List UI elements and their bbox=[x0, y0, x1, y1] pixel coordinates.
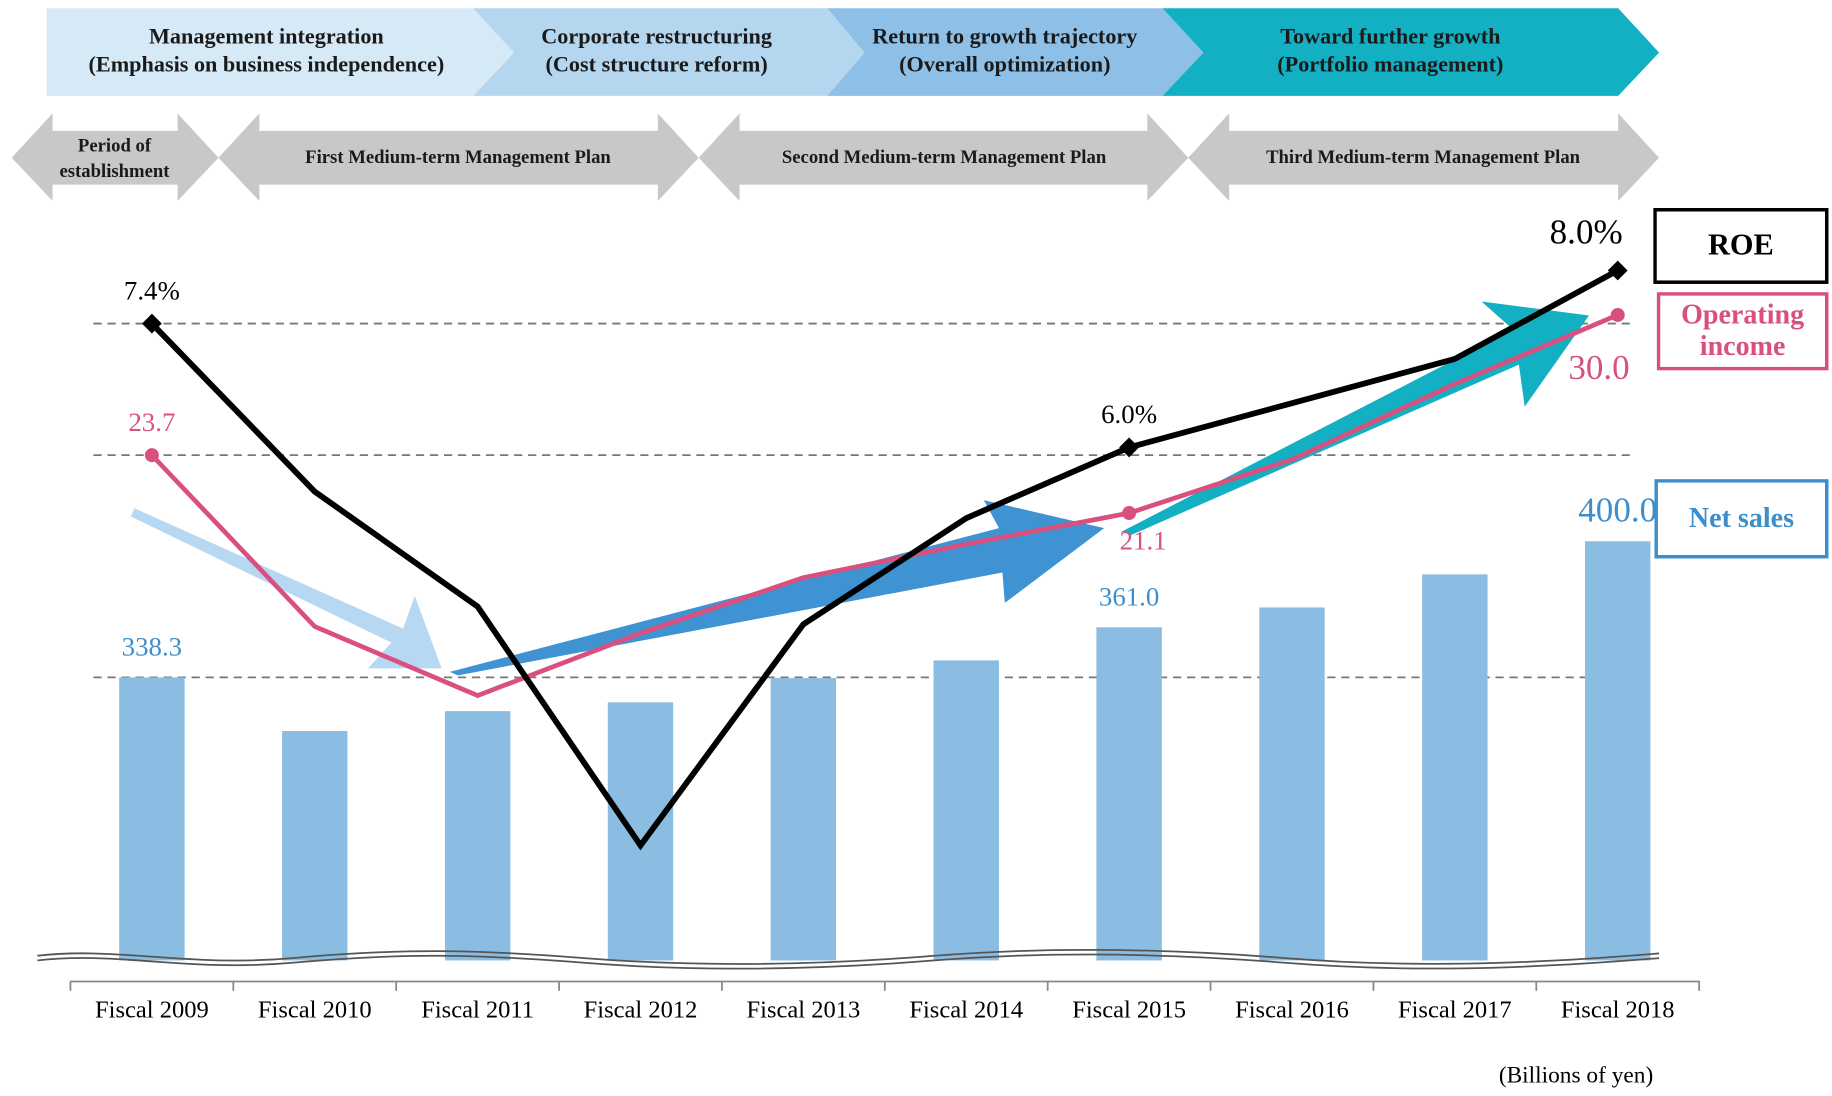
phase-banner bbox=[827, 8, 1204, 96]
data-label: 338.3 bbox=[122, 632, 182, 662]
legend-item: ROE bbox=[1653, 208, 1829, 284]
marker bbox=[1610, 307, 1625, 322]
trend-arrows bbox=[130, 301, 1589, 676]
bars bbox=[119, 541, 1651, 961]
data-label: 7.4% bbox=[124, 275, 180, 305]
trend-arrow bbox=[130, 508, 442, 669]
data-label: 30.0 bbox=[1568, 348, 1629, 387]
plan-arrow bbox=[1188, 113, 1660, 201]
x-tick-label: Fiscal 2014 bbox=[909, 996, 1023, 1023]
phase-banner bbox=[46, 8, 515, 96]
legend-label: Operating income bbox=[1656, 292, 1829, 371]
labels: 338.3 361.0 400.0 23.7 21.1 30.0 7.4% 6.0% 8.0% bbox=[122, 212, 1657, 661]
x-tick-label: Fiscal 2017 bbox=[1398, 996, 1512, 1023]
bar bbox=[933, 660, 999, 961]
x-tick-label: Fiscal 2016 bbox=[1235, 996, 1349, 1023]
plan-arrow bbox=[218, 113, 699, 201]
plan-arrow bbox=[698, 113, 1189, 201]
legend-label: Net sales bbox=[1654, 479, 1829, 559]
data-label: 21.1 bbox=[1120, 526, 1167, 556]
bar bbox=[770, 678, 837, 961]
x-tick-label: Fiscal 2012 bbox=[584, 996, 698, 1023]
plan-label: establishment bbox=[59, 161, 170, 182]
x-tick-label: Fiscal 2011 bbox=[421, 996, 534, 1023]
lines bbox=[141, 260, 1628, 851]
legend-label: ROE bbox=[1653, 208, 1829, 284]
bar bbox=[1422, 574, 1488, 961]
legend-item: Operating income bbox=[1656, 292, 1829, 371]
x-tick-label: Fiscal 2010 bbox=[258, 996, 372, 1023]
marker bbox=[144, 448, 159, 463]
axis-break bbox=[37, 948, 1660, 970]
bar bbox=[1585, 541, 1651, 961]
legend-item: Net sales bbox=[1654, 479, 1829, 559]
plan-label: Period of bbox=[78, 136, 152, 157]
phase-banners bbox=[46, 8, 1660, 96]
phase-banner bbox=[1162, 8, 1660, 96]
line bbox=[150, 312, 1619, 699]
x-tick-label: Fiscal 2015 bbox=[1072, 996, 1186, 1023]
x-tick-label: Fiscal 2013 bbox=[747, 996, 861, 1023]
x-tick-label: Fiscal 2009 bbox=[95, 996, 209, 1023]
line bbox=[149, 267, 1620, 851]
marker bbox=[1119, 437, 1140, 458]
phase-label: (Emphasis on business independence) bbox=[89, 52, 445, 77]
data-label: 400.0 bbox=[1578, 490, 1657, 529]
bar bbox=[444, 711, 511, 961]
plan-label: Third Medium-term Management Plan bbox=[1266, 147, 1581, 168]
bar bbox=[282, 730, 348, 961]
phase-label: (Portfolio management) bbox=[1277, 52, 1503, 77]
phase-label: (Overall optimization) bbox=[899, 52, 1110, 77]
bar bbox=[1096, 627, 1162, 961]
x-tick-label: Fiscal 2018 bbox=[1561, 996, 1675, 1023]
data-label: 23.7 bbox=[128, 407, 175, 437]
plan-label: Second Medium-term Management Plan bbox=[782, 147, 1107, 168]
data-label: 6.0% bbox=[1101, 399, 1157, 429]
reference-lines bbox=[93, 322, 1636, 679]
data-label: 8.0% bbox=[1550, 212, 1623, 251]
marker bbox=[1122, 506, 1137, 521]
bar bbox=[1259, 607, 1325, 961]
bar bbox=[607, 702, 674, 961]
unit-note: (Billions of yen) bbox=[1499, 1063, 1653, 1089]
phase-banner bbox=[473, 8, 865, 96]
trend-arrow bbox=[1121, 301, 1589, 536]
phase-label: Corporate restructuring bbox=[541, 24, 772, 49]
plan-label: First Medium-term Management Plan bbox=[305, 147, 611, 168]
plan-arrow bbox=[11, 113, 219, 201]
phase-label: Toward further growth bbox=[1280, 24, 1500, 49]
plan-arrows bbox=[11, 113, 1660, 201]
phase-label: Management integration bbox=[149, 24, 384, 49]
phase-label: (Cost structure reform) bbox=[546, 52, 768, 77]
bar bbox=[119, 677, 185, 961]
data-label: 361.0 bbox=[1099, 581, 1159, 611]
phase-label: Return to growth trajectory bbox=[872, 24, 1137, 49]
